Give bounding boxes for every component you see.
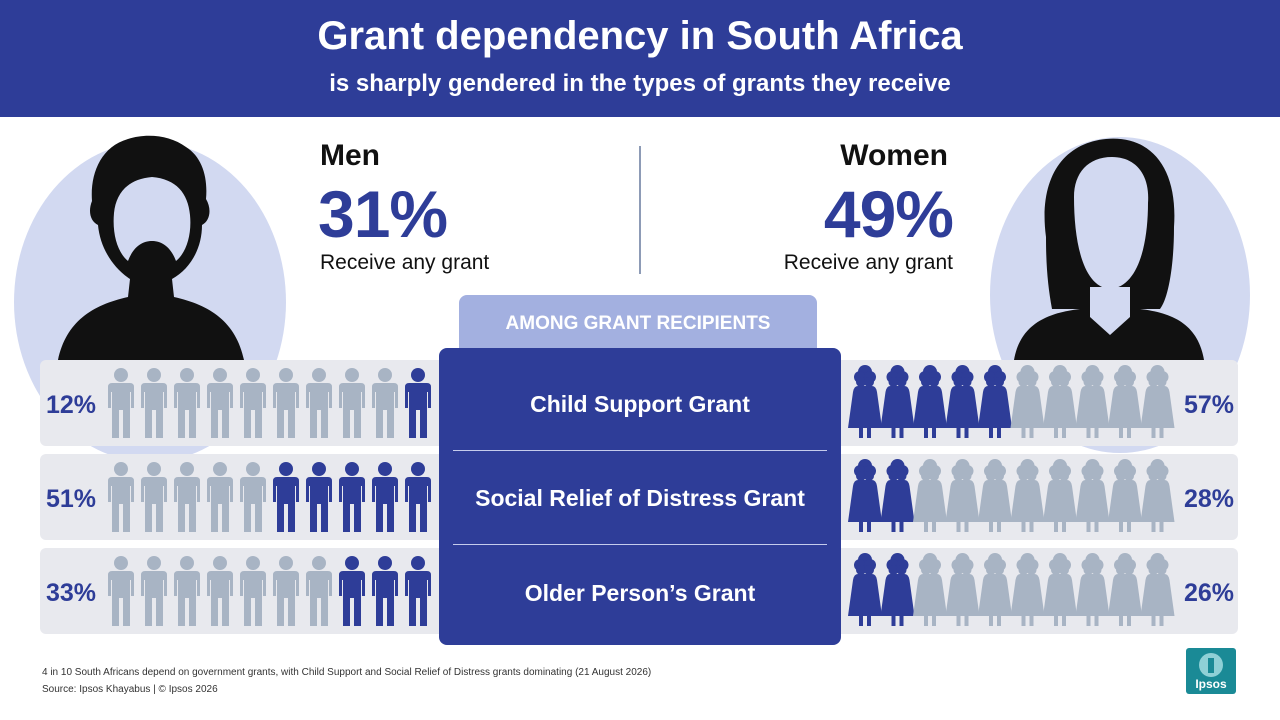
man-icon — [240, 368, 266, 438]
man-icon — [306, 462, 332, 532]
woman-icon — [945, 553, 980, 626]
men-value: 31% — [318, 177, 448, 251]
woman-icon — [1075, 365, 1110, 438]
man-icon — [141, 462, 167, 532]
woman-face — [1074, 157, 1149, 289]
logo-mark — [1199, 653, 1223, 677]
man-icon — [174, 368, 200, 438]
man-icon — [339, 556, 365, 626]
woman-icon — [880, 553, 915, 626]
woman-icon — [978, 553, 1012, 626]
woman-icon — [913, 459, 947, 532]
man-icon — [207, 368, 233, 438]
logo-text: Ipsos — [1195, 677, 1227, 691]
grant-older-person: Older Person’s Grant — [524, 580, 756, 606]
woman-icon — [945, 459, 980, 532]
man-silhouette — [58, 135, 244, 360]
grant-child-support: Child Support Grant — [530, 391, 750, 417]
women-pct-label: 28% — [1183, 485, 1234, 513]
man-icon — [405, 462, 431, 532]
man-icon — [372, 368, 398, 438]
man-face — [113, 177, 191, 261]
header-banner: Grant dependency in South Africa is shar… — [0, 0, 1280, 117]
woman-icon — [1108, 365, 1142, 438]
woman-icon — [1010, 553, 1045, 626]
man-icon — [108, 556, 134, 626]
man-icon — [240, 462, 266, 532]
woman-icon — [1010, 365, 1045, 438]
man-icon — [339, 368, 365, 438]
man-icon — [306, 556, 332, 626]
woman-icon — [1043, 459, 1077, 532]
woman-icon — [880, 365, 915, 438]
women-pct-label: 26% — [1183, 579, 1234, 607]
woman-icon — [848, 553, 882, 626]
men-label: Men — [320, 139, 380, 172]
woman-icon — [978, 365, 1012, 438]
woman-icon — [1043, 553, 1077, 626]
woman-icon — [1075, 553, 1110, 626]
man-icon — [141, 556, 167, 626]
woman-icon — [1108, 553, 1142, 626]
women-pct-label: 57% — [1183, 391, 1234, 419]
men-pct-label: 33% — [46, 579, 97, 607]
women-desc: Receive any grant — [783, 251, 953, 274]
man-icon — [108, 368, 134, 438]
man-icon — [207, 462, 233, 532]
women-label: Women — [840, 139, 948, 172]
grants-panel: Child Support Grant Social Relief of Dis… — [439, 348, 841, 645]
woman-body — [1014, 309, 1204, 360]
woman-neck-skin — [1090, 287, 1130, 335]
man-icon — [306, 368, 332, 438]
woman-icon — [1043, 365, 1077, 438]
ipsos-logo: Ipsos — [1186, 648, 1236, 694]
page-title: Grant dependency in South Africa — [317, 14, 963, 58]
woman-icon — [1108, 459, 1142, 532]
woman-icon — [1140, 365, 1175, 438]
stats-divider — [639, 146, 641, 274]
footer-source: Source: Ipsos Khayabus | © Ipsos 2026 — [42, 684, 218, 695]
panel-divider — [453, 544, 827, 545]
woman-icon — [978, 459, 1012, 532]
woman-icon — [1140, 553, 1175, 626]
man-icon — [372, 462, 398, 532]
footer-note: 4 in 10 South Africans depend on governm… — [42, 667, 652, 678]
woman-icon — [1010, 459, 1045, 532]
men-pct-label: 51% — [46, 485, 97, 513]
man-icon — [273, 462, 299, 532]
page-subtitle: is sharply gendered in the types of gran… — [329, 70, 951, 97]
woman-icon — [1140, 459, 1175, 532]
woman-icon — [1075, 459, 1110, 532]
man-icon — [339, 462, 365, 532]
man-icon — [273, 556, 299, 626]
man-icon — [108, 462, 134, 532]
grant-social-relief: Social Relief of Distress Grant — [475, 485, 805, 511]
men-desc: Receive any grant — [320, 251, 490, 274]
man-icon — [174, 462, 200, 532]
woman-icon — [945, 365, 980, 438]
woman-icon — [913, 553, 947, 626]
man-icon — [141, 368, 167, 438]
woman-icon — [848, 459, 882, 532]
man-icon — [207, 556, 233, 626]
man-icon — [405, 368, 431, 438]
men-pct-label: 12% — [46, 391, 97, 419]
man-icon — [240, 556, 266, 626]
woman-icon — [913, 365, 947, 438]
man-icon — [174, 556, 200, 626]
woman-icon — [880, 459, 915, 532]
man-icon — [372, 556, 398, 626]
man-icon — [405, 556, 431, 626]
recipients-tab: AMONG GRANT RECIPIENTS — [459, 295, 817, 355]
women-value: 49% — [823, 177, 954, 251]
woman-icon — [848, 365, 882, 438]
panel-divider — [453, 450, 827, 451]
man-icon — [273, 368, 299, 438]
